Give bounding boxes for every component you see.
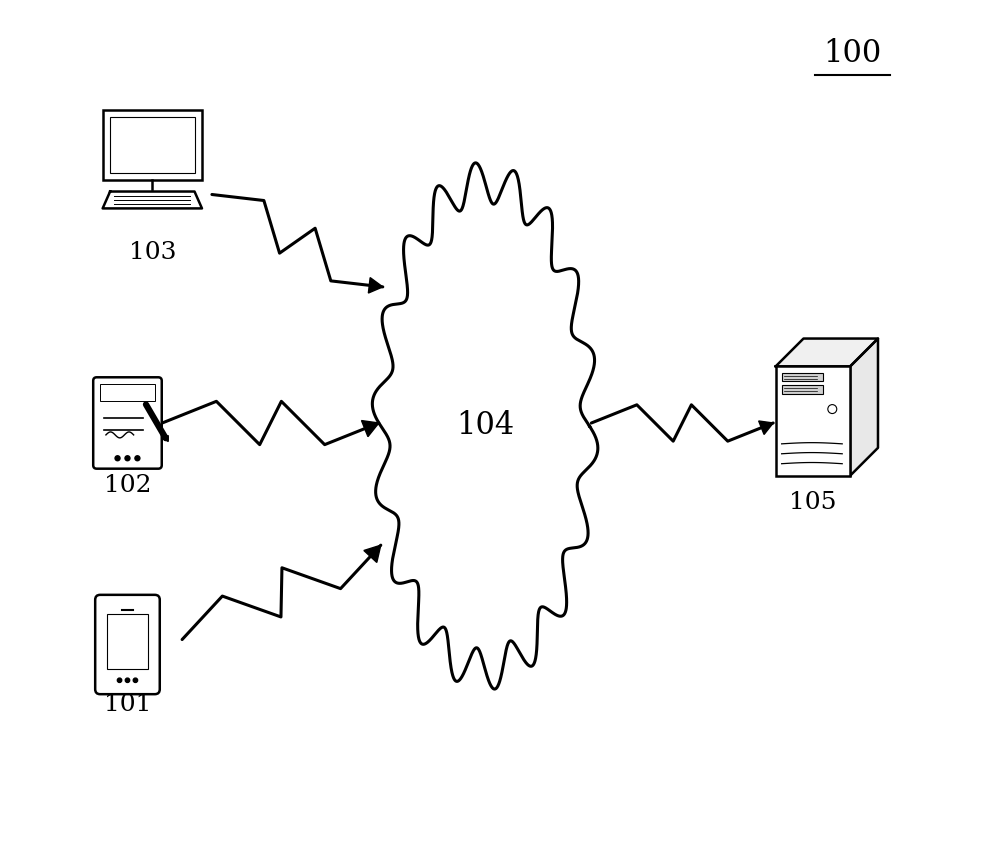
Circle shape [125,678,130,682]
Text: 103: 103 [129,241,176,263]
Circle shape [133,678,138,682]
Text: 104: 104 [456,410,514,442]
Polygon shape [850,339,878,476]
Circle shape [135,456,140,461]
Bar [100,383,155,400]
Circle shape [115,456,120,461]
Bar [107,614,148,669]
Bar [782,385,823,394]
Circle shape [117,678,122,682]
Circle shape [828,405,837,414]
Bar [103,110,202,180]
Polygon shape [776,339,878,367]
Bar [776,367,850,476]
Text: 101: 101 [104,693,151,716]
Polygon shape [372,163,598,689]
FancyBboxPatch shape [93,378,162,468]
FancyBboxPatch shape [95,595,160,694]
Bar [782,373,823,381]
Text: 102: 102 [104,474,151,497]
Text: 100: 100 [824,38,882,69]
Circle shape [125,456,130,461]
Text: 105: 105 [789,491,837,514]
Polygon shape [364,545,381,563]
Polygon shape [759,421,773,435]
Polygon shape [368,278,383,293]
Bar [110,117,195,172]
Polygon shape [362,420,379,436]
Polygon shape [103,192,202,209]
